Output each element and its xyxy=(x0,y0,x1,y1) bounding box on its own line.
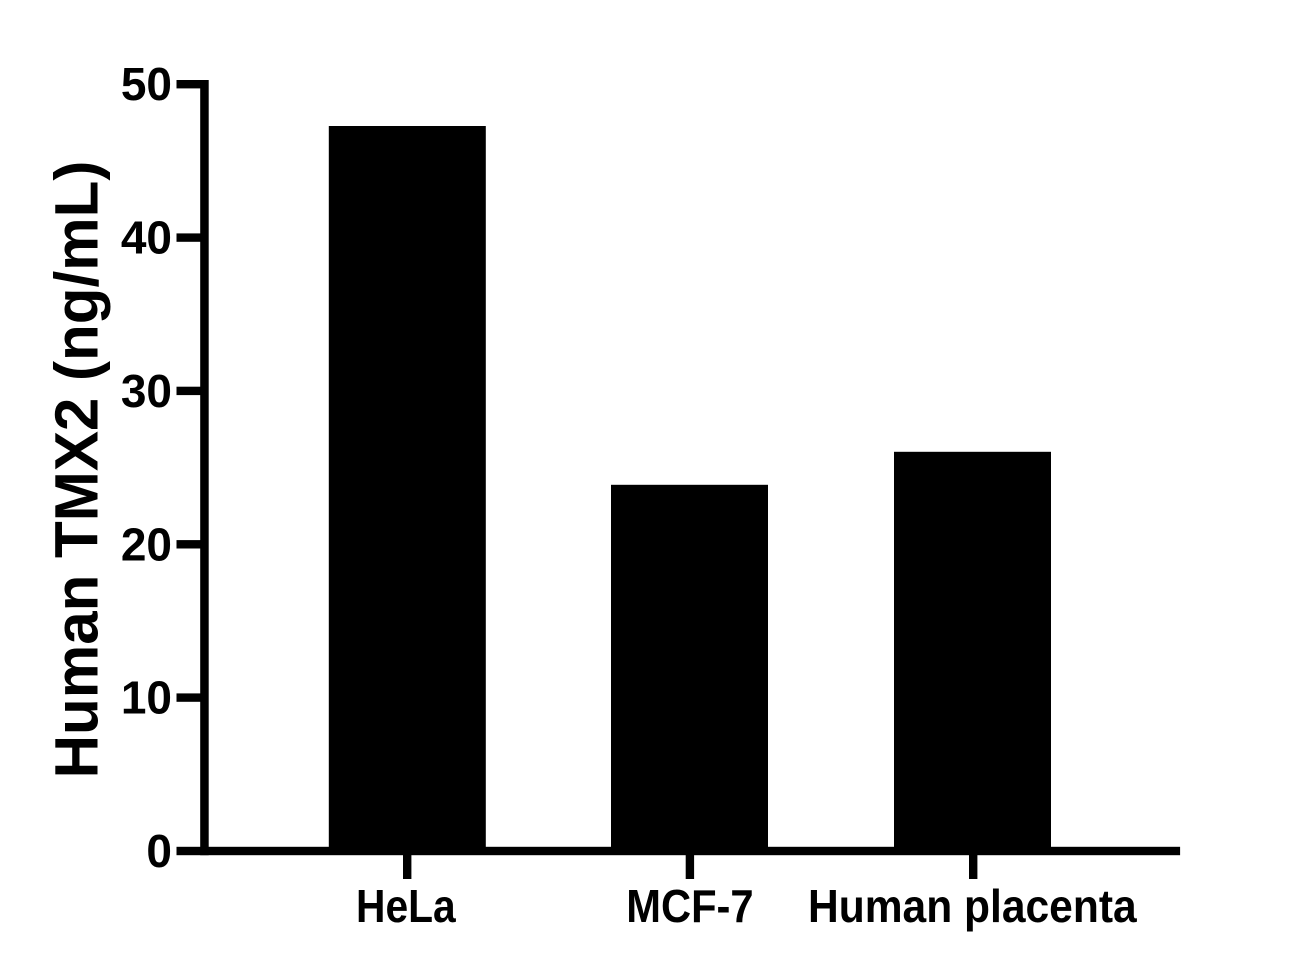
svg-text:Human TMX2 (ng/mL): Human TMX2 (ng/mL) xyxy=(42,161,110,779)
svg-text:20: 20 xyxy=(121,518,172,570)
svg-text:0: 0 xyxy=(146,825,172,877)
svg-text:40: 40 xyxy=(121,212,172,264)
svg-text:10: 10 xyxy=(121,672,172,724)
svg-text:HeLa: HeLa xyxy=(356,882,456,933)
svg-text:50: 50 xyxy=(121,58,172,110)
svg-text:MCF-7: MCF-7 xyxy=(626,881,753,932)
svg-text:30: 30 xyxy=(121,365,172,417)
svg-text:Human placenta: Human placenta xyxy=(808,882,1137,933)
